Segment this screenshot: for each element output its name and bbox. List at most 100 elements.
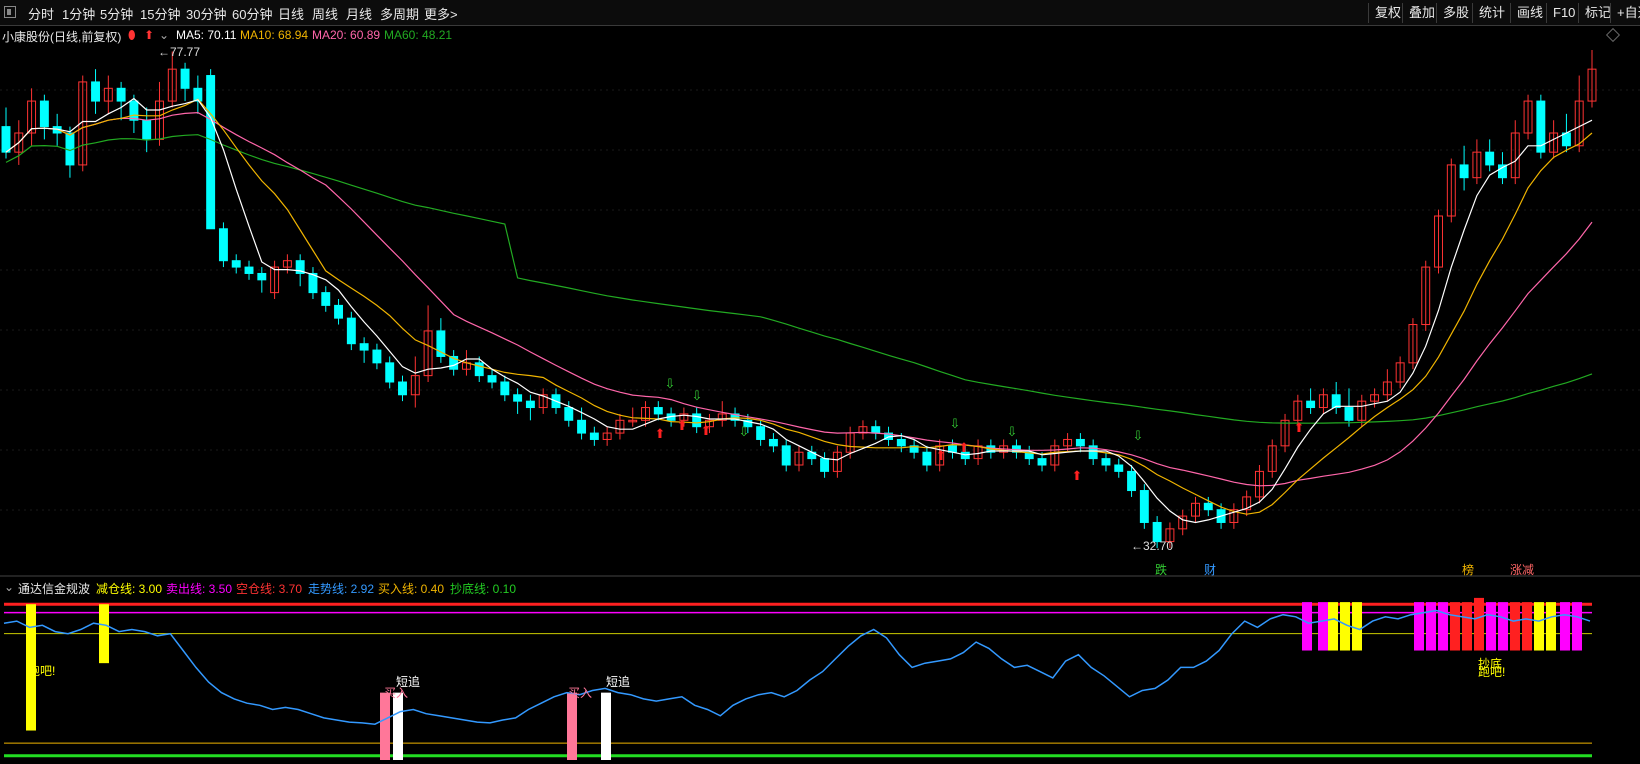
event-marker: 榜 xyxy=(1462,562,1474,577)
ma10-line xyxy=(5,98,1593,515)
candle-body xyxy=(538,394,548,409)
candle-body xyxy=(641,407,650,421)
candle-body xyxy=(14,132,24,153)
settings-dropdown-icon[interactable]: ⌄ xyxy=(159,28,170,42)
trend-line-value: 走势线: 2.92 xyxy=(308,582,375,596)
candle-body xyxy=(1191,502,1200,517)
candle-body xyxy=(858,426,868,434)
f10-button[interactable]: F10 xyxy=(1546,3,1581,23)
candle-body xyxy=(1242,496,1252,511)
candle-body xyxy=(1229,509,1239,523)
signal-bar xyxy=(1522,602,1532,651)
candle-body xyxy=(39,100,49,128)
high-price-label: ←77.77 xyxy=(158,45,200,59)
candle-body xyxy=(78,81,88,166)
candle-body xyxy=(423,330,433,377)
candle-body xyxy=(692,413,702,428)
candle-body xyxy=(794,451,804,466)
candle-body xyxy=(1498,164,1507,179)
candle-body xyxy=(1280,419,1290,447)
candle-body xyxy=(321,292,331,306)
overlay-button[interactable]: 叠加 xyxy=(1402,3,1441,23)
cang-bar xyxy=(99,604,109,664)
candle-body xyxy=(653,407,663,415)
candle-body xyxy=(1139,490,1149,523)
indicator-dropdown-icon[interactable]: ⌄ xyxy=(4,580,15,594)
tab-1min[interactable]: 1分钟 xyxy=(62,7,96,22)
candle-body xyxy=(27,100,37,134)
tab-weekly[interactable]: 周线 xyxy=(312,7,339,22)
candle-body xyxy=(282,260,292,268)
ma5-value: MA5: 70.11 xyxy=(176,28,237,42)
candle-body xyxy=(935,445,945,466)
empty-line-value: 空仓线: 3.70 xyxy=(236,582,303,596)
tab-multi-period[interactable]: 多周期 xyxy=(380,7,420,22)
candle-body xyxy=(385,362,395,383)
candle-body xyxy=(346,317,356,345)
mark-button[interactable]: 标记 xyxy=(1578,3,1617,23)
tab-30min[interactable]: 30分钟 xyxy=(186,7,227,22)
signal-bar xyxy=(1318,602,1328,651)
candle-body xyxy=(679,413,689,421)
candle-body xyxy=(257,272,267,281)
candle-body xyxy=(180,68,190,89)
sell-arrow-icon: ⇩ xyxy=(1133,428,1144,443)
signal-label: 短追 xyxy=(606,674,630,689)
tab-5min[interactable]: 5分钟 xyxy=(100,7,134,22)
candle-body xyxy=(1306,400,1316,409)
candle-body xyxy=(1075,438,1085,447)
candle-body xyxy=(1114,464,1124,472)
buy-bar xyxy=(567,692,577,760)
candle-body xyxy=(1357,400,1367,421)
stock-title: 小康股份(日线,前复权) xyxy=(2,30,122,44)
candle-body xyxy=(91,81,100,102)
candle-body xyxy=(1574,100,1584,147)
signal-bar xyxy=(1438,602,1448,651)
stats-button[interactable]: 统计 xyxy=(1472,3,1511,23)
up-arrow-icon[interactable]: ⬆ xyxy=(144,28,155,42)
low-price-label: ←32.70 xyxy=(1131,539,1173,553)
candle-body xyxy=(308,272,318,294)
tab-60min[interactable]: 60分钟 xyxy=(232,7,273,22)
candle-body xyxy=(525,400,535,409)
buy-arrow-icon: ⬆ xyxy=(936,448,947,463)
candle-body xyxy=(1127,470,1137,492)
sell-arrow-icon: ⇩ xyxy=(1007,424,1018,439)
tab-daily[interactable]: 日线 xyxy=(278,7,305,22)
signal-bar xyxy=(1352,602,1362,651)
signal-bar xyxy=(1302,602,1312,651)
candle-body xyxy=(295,260,305,274)
signal-bar xyxy=(1560,602,1570,651)
candle-body xyxy=(231,260,241,268)
signal-bar xyxy=(1572,602,1582,651)
candle-body xyxy=(129,100,139,121)
candle-body xyxy=(1267,445,1277,472)
sub-chart-info: ⌄ 通达信金规波 减仓线: 3.00 卖出线: 3.50 空仓线: 3.70 走… xyxy=(0,578,1640,596)
signal-bar xyxy=(1474,597,1484,651)
indicator-name[interactable]: 通达信金规波 xyxy=(18,582,91,596)
candle-body xyxy=(206,75,216,230)
draw-line-button[interactable]: 画线 xyxy=(1510,3,1549,23)
candle-body xyxy=(960,451,970,460)
candle-body xyxy=(1178,515,1188,530)
candle-body xyxy=(1254,470,1264,498)
add-watchlist-button[interactable]: +自选 xyxy=(1610,3,1640,23)
candle-body xyxy=(602,432,612,440)
candle-body xyxy=(705,419,714,428)
tab-monthly[interactable]: 月线 xyxy=(346,7,373,22)
ma60-line xyxy=(5,134,1593,424)
flag-icon[interactable]: ⬮ xyxy=(128,28,136,42)
multi-stock-button[interactable]: 多股 xyxy=(1436,3,1475,23)
panel-toggle-icon[interactable] xyxy=(4,6,16,18)
candle-body xyxy=(1152,521,1162,543)
buy-line-value: 买入线: 0.40 xyxy=(378,582,445,596)
tab-more[interactable]: 更多> xyxy=(424,7,458,22)
tab-fenshi[interactable]: 分时 xyxy=(28,7,55,22)
tab-15min[interactable]: 15分钟 xyxy=(140,7,181,22)
fuquan-button[interactable]: 复权 xyxy=(1368,3,1407,23)
candle-body xyxy=(372,349,382,364)
candle-body xyxy=(564,407,574,421)
candle-body xyxy=(1408,324,1418,364)
candle-body xyxy=(1485,151,1495,166)
